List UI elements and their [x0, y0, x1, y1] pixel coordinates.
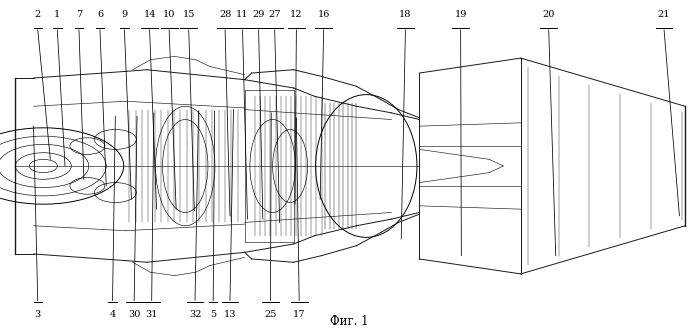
- Text: 17: 17: [293, 310, 305, 319]
- Text: 5: 5: [210, 310, 216, 319]
- Text: 20: 20: [542, 10, 555, 19]
- Text: 25: 25: [264, 310, 277, 319]
- Text: 28: 28: [219, 10, 231, 19]
- Text: 4: 4: [110, 310, 115, 319]
- Text: 9: 9: [122, 10, 127, 19]
- Text: 11: 11: [236, 10, 249, 19]
- Text: 32: 32: [189, 310, 201, 319]
- Text: 27: 27: [268, 10, 281, 19]
- Text: 29: 29: [252, 10, 265, 19]
- Text: 15: 15: [182, 10, 195, 19]
- Text: 13: 13: [224, 310, 236, 319]
- Text: 16: 16: [317, 10, 330, 19]
- Text: 1: 1: [55, 10, 60, 19]
- Text: 30: 30: [128, 310, 140, 319]
- Text: 18: 18: [399, 10, 412, 19]
- Text: Фиг. 1: Фиг. 1: [330, 315, 369, 328]
- Text: 12: 12: [290, 10, 303, 19]
- Text: 14: 14: [143, 10, 156, 19]
- Text: 6: 6: [97, 10, 103, 19]
- Text: 10: 10: [163, 10, 175, 19]
- Text: 21: 21: [658, 10, 670, 19]
- Text: 31: 31: [145, 310, 158, 319]
- Text: 19: 19: [454, 10, 467, 19]
- Text: 7: 7: [76, 10, 82, 19]
- Text: 3: 3: [35, 310, 41, 319]
- Text: 2: 2: [35, 10, 41, 19]
